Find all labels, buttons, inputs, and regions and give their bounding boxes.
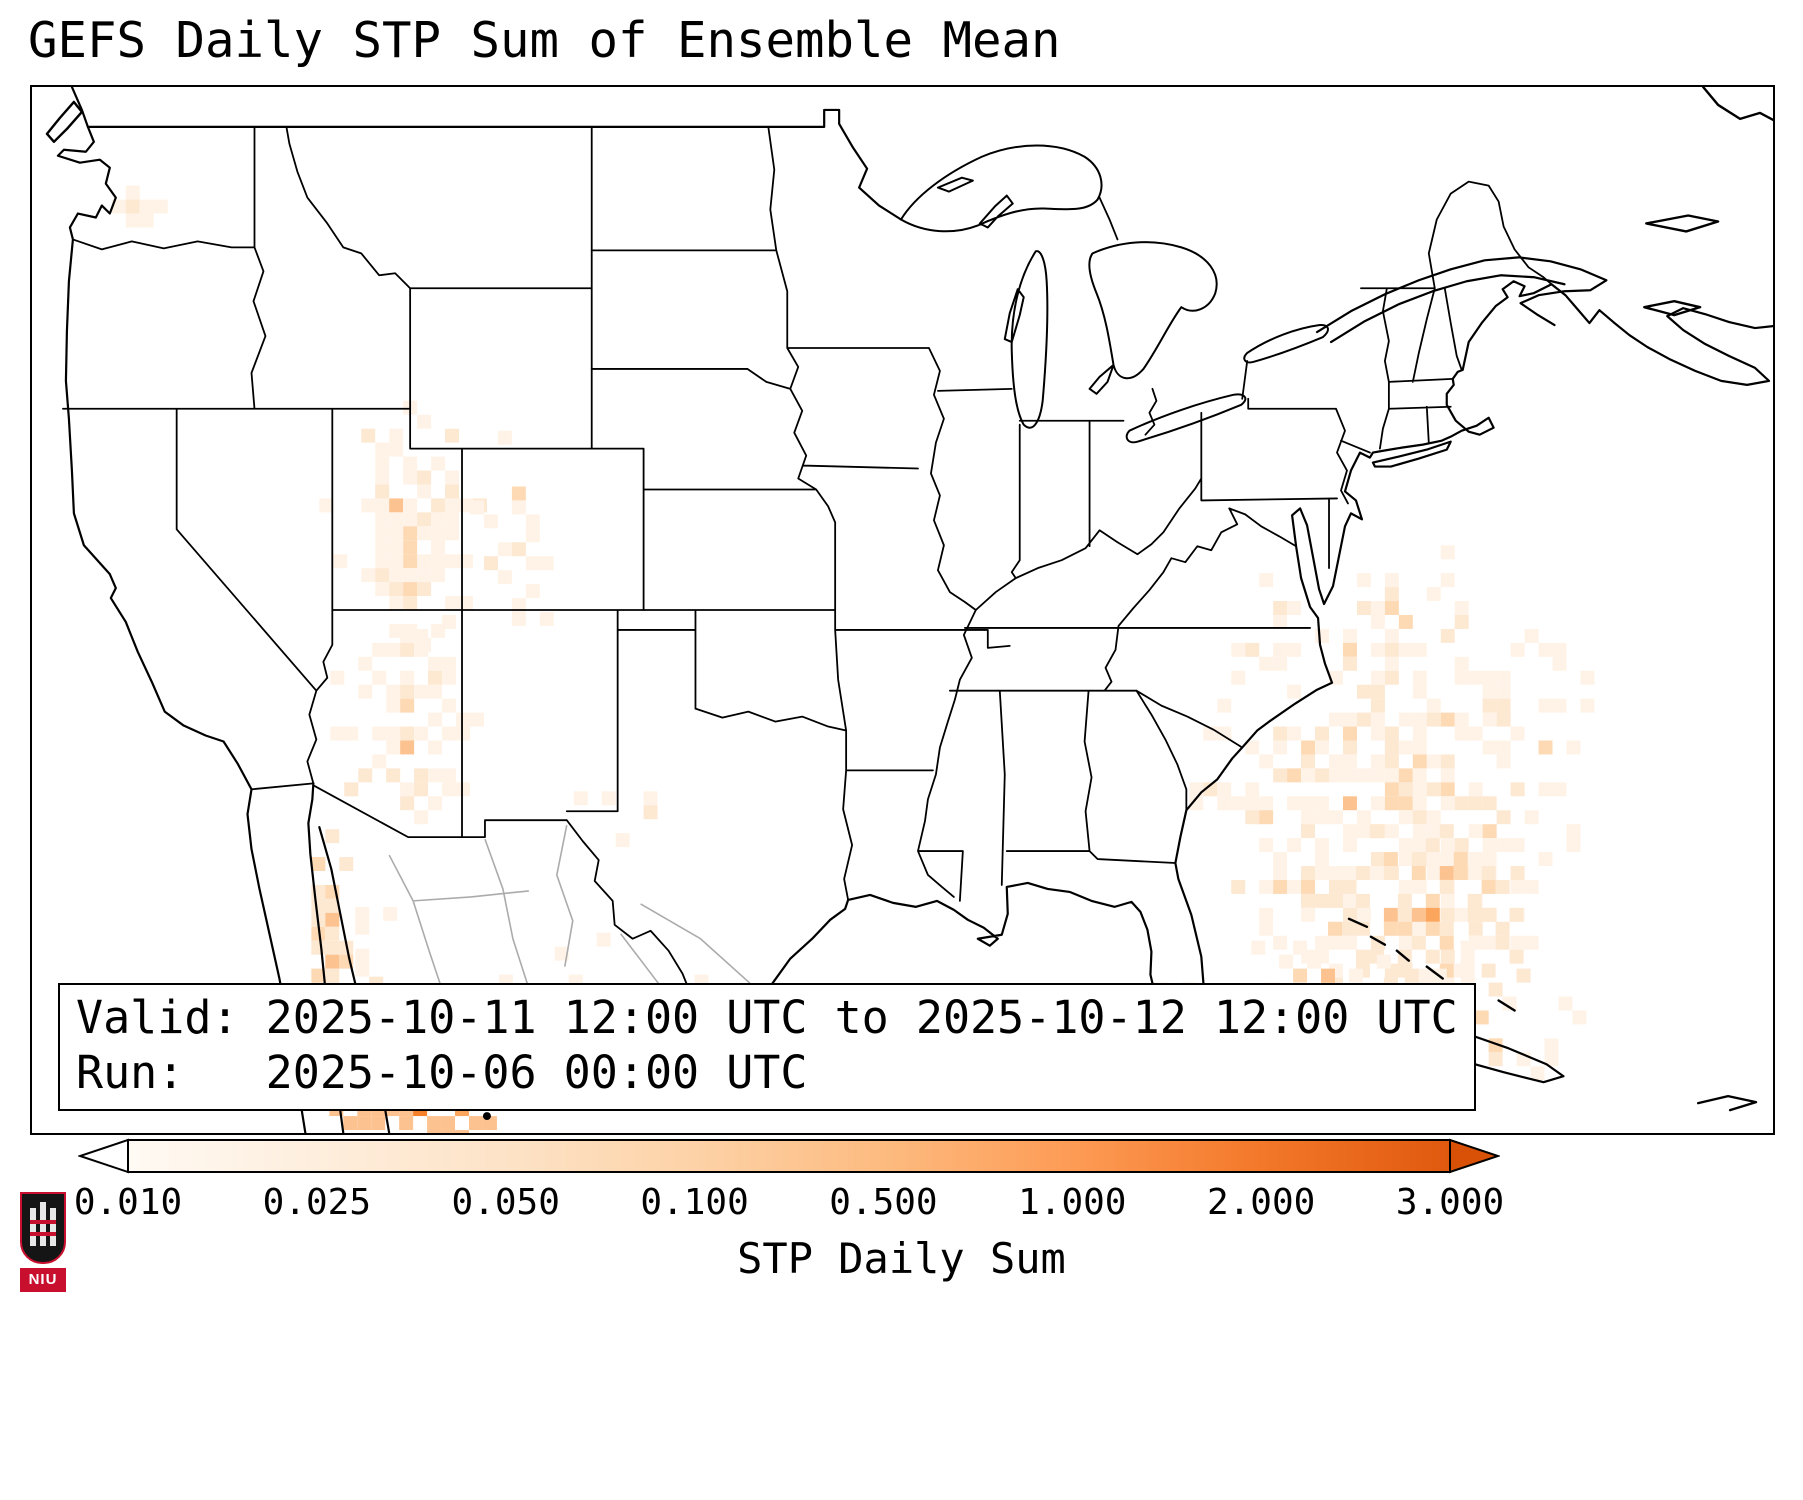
colorbar-tick-label: 0.100 [640,1182,749,1223]
states-east [948,180,1553,886]
conus-map [45,87,1773,1133]
page-title: GEFS Daily STP Sum of Ensemble Mean [28,12,1061,69]
colorbar-tick-labels: 0.010 0.025 0.050 0.100 0.500 1.000 2.000 3.000 [74,1182,1504,1228]
map-frame: Valid: 2025-10-11 12:00 UTC to 2025-10-1… [30,85,1775,1135]
colorbar-tick-label: 1.000 [1018,1182,1127,1223]
colorbar-tick-label: 2.000 [1206,1182,1316,1223]
niu-wordmark: NIU [20,1268,66,1292]
canada-border-west [86,108,903,221]
colorbar-tick-label: 0.050 [451,1182,560,1223]
valid-line: Valid: 2025-10-11 12:00 UTC to 2025-10-1… [76,991,1458,1045]
colorbar [76,1138,1502,1174]
colorbar-tick-label: 0.010 [73,1182,183,1223]
islands-and-keys [45,87,1773,1121]
states-west [62,125,848,1098]
colorbar-left-arrow [76,1138,129,1174]
gulf-atlantic-coast [762,280,1773,1098]
niu-shield-icon [20,1192,66,1264]
validity-info-box: Valid: 2025-10-11 12:00 UTC to 2025-10-1… [58,983,1476,1111]
state-boundaries [62,125,1553,1098]
colorbar-tick-label: 3.000 [1395,1182,1505,1223]
niu-logo: NIU [20,1192,66,1294]
colorbar-tick-label: 0.500 [829,1182,938,1223]
colorbar-right-arrow [1449,1138,1502,1174]
colorbar-axis-label: STP Daily Sum [737,1234,1066,1283]
run-line: Run: 2025-10-06 00:00 UTC [76,1046,808,1100]
great-lakes [900,144,1329,444]
colorbar-svg [76,1138,1502,1174]
island-dot [482,1112,491,1121]
states-central [590,125,1013,902]
colorbar-tick-label: 0.025 [262,1182,372,1223]
castle-icon [30,1202,56,1246]
st-lawrence [1315,256,1608,344]
long-island [1371,440,1452,468]
colorbar-gradient-bar [127,1139,1451,1173]
